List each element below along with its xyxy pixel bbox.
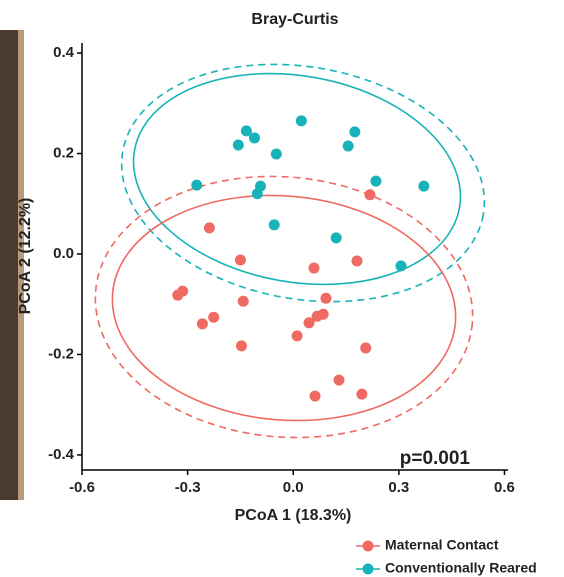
point [240, 125, 252, 137]
point [291, 330, 303, 342]
legend-marker [362, 563, 374, 575]
point [270, 148, 282, 160]
point [418, 180, 430, 192]
point [330, 232, 342, 244]
x-tick-label: -0.3 [175, 479, 201, 496]
point [235, 340, 247, 352]
photo-edge [18, 30, 24, 500]
x-tick-label: 0.0 [283, 479, 304, 496]
point [251, 188, 263, 200]
point [196, 318, 208, 330]
x-axis-label: PCoA 1 (18.3%) [235, 507, 352, 524]
ellipse [111, 194, 457, 422]
point [309, 390, 321, 402]
point [268, 219, 280, 231]
point [237, 295, 249, 307]
y-tick-label: -0.4 [48, 446, 75, 463]
point [364, 189, 376, 201]
point [351, 255, 363, 267]
x-tick-label: -0.6 [69, 479, 95, 496]
point [349, 126, 361, 138]
point [203, 222, 215, 234]
point [356, 388, 368, 400]
legend-marker [362, 540, 374, 552]
point [249, 132, 261, 144]
x-tick-label: 0.6 [494, 479, 515, 496]
point [172, 289, 184, 301]
point [308, 262, 320, 274]
annotation: p=0.001 [400, 448, 471, 469]
point [360, 342, 372, 354]
point [303, 317, 315, 329]
point [342, 140, 354, 152]
ellipse [94, 175, 474, 439]
point [295, 115, 307, 127]
ellipse [120, 63, 486, 303]
y-tick-label: 0.4 [53, 44, 75, 61]
photo-edge [0, 30, 18, 500]
point [191, 179, 203, 191]
point [320, 292, 332, 304]
legend-label: Conventionally Reared [385, 560, 537, 576]
y-tick-label: -0.2 [48, 345, 74, 362]
point [208, 311, 220, 323]
point [370, 175, 382, 187]
y-tick-label: 0.0 [53, 245, 74, 262]
y-tick-label: 0.2 [53, 144, 74, 161]
ellipse [132, 72, 462, 286]
chart-title: Bray-Curtis [251, 11, 338, 28]
point [395, 260, 407, 272]
point [234, 254, 246, 266]
y-axis-label: PCoA 2 (12.2%) [17, 198, 34, 315]
legend-label: Maternal Contact [385, 537, 499, 553]
x-tick-label: 0.3 [388, 479, 409, 496]
point [232, 139, 244, 151]
ellipses [94, 63, 486, 439]
point [311, 310, 323, 322]
point [333, 374, 345, 386]
